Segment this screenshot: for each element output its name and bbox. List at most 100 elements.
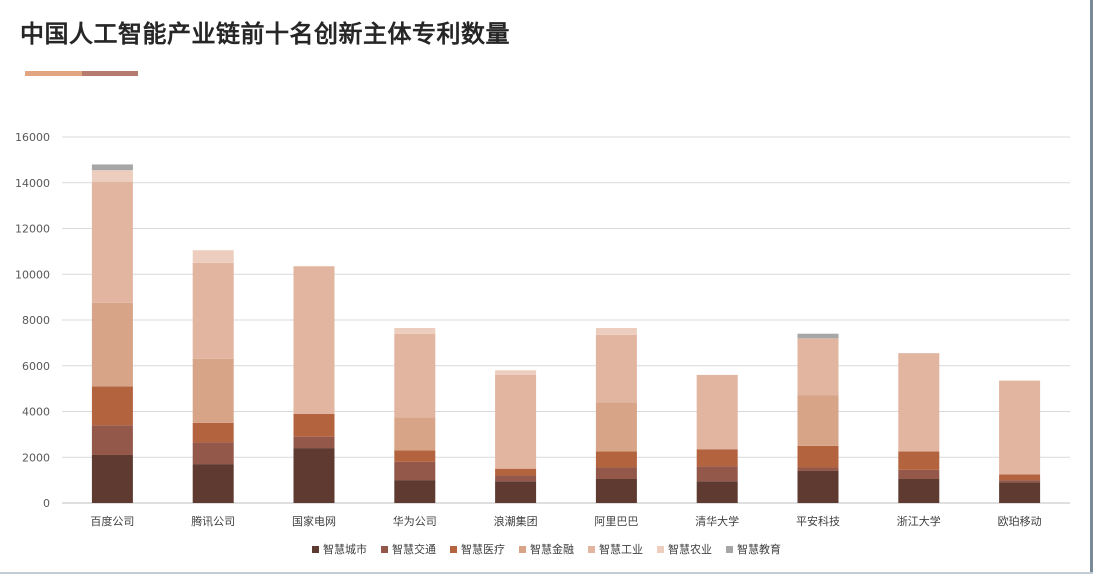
bar-segment bbox=[91, 170, 133, 182]
bar-segment bbox=[595, 328, 637, 335]
bar-segment bbox=[595, 402, 637, 452]
x-category-label: 国家电网 bbox=[292, 514, 336, 528]
bar-segment bbox=[495, 370, 537, 375]
x-category-label: 浙江大学 bbox=[897, 514, 941, 528]
bar-segment bbox=[595, 478, 637, 503]
bar-segment bbox=[797, 470, 839, 503]
bar-segment bbox=[797, 445, 839, 468]
bar-segment bbox=[495, 481, 537, 503]
bar-stack bbox=[293, 266, 335, 503]
legend-label: 智慧农业 bbox=[668, 543, 712, 556]
bar-segment bbox=[91, 454, 133, 503]
bar-segment bbox=[999, 474, 1041, 481]
bar-segment bbox=[293, 413, 335, 437]
legend-swatch bbox=[726, 545, 733, 553]
legend: 智慧城市 智慧交通 智慧医疗 智慧金融 智慧工业 智慧农业 智慧教育 bbox=[0, 541, 1093, 557]
bar-segment bbox=[595, 334, 637, 403]
y-tick-label: 16000 bbox=[15, 131, 50, 144]
y-tick-label: 2000 bbox=[22, 451, 50, 464]
bar-segment bbox=[898, 451, 940, 470]
bar-segment bbox=[898, 353, 940, 452]
legend-swatch bbox=[381, 545, 388, 553]
bar-segment bbox=[293, 436, 335, 449]
bar-segment bbox=[595, 451, 637, 468]
bar-segment bbox=[696, 449, 738, 467]
legend-label: 智慧教育 bbox=[737, 543, 781, 556]
bar-segment bbox=[495, 374, 537, 469]
bar-segment bbox=[192, 464, 234, 503]
bars bbox=[91, 164, 1041, 503]
legend-label: 智慧金融 bbox=[530, 543, 574, 556]
bar-segment bbox=[91, 181, 133, 303]
legend-swatch bbox=[519, 545, 526, 553]
bar-stack bbox=[495, 370, 537, 503]
bar-stack bbox=[898, 353, 940, 503]
bar-stack bbox=[394, 328, 436, 503]
slide-border-right bbox=[1090, 0, 1093, 574]
x-category-label: 华为公司 bbox=[393, 514, 437, 528]
x-category-label: 百度公司 bbox=[90, 514, 134, 528]
bar-segment bbox=[898, 478, 940, 503]
y-tick-label: 10000 bbox=[15, 268, 50, 281]
bar-stack bbox=[595, 328, 637, 503]
bar-segment bbox=[797, 333, 839, 339]
bar-stack bbox=[999, 380, 1041, 503]
bar-stack bbox=[192, 250, 234, 503]
bar-segment bbox=[797, 338, 839, 396]
y-tick-label: 4000 bbox=[22, 406, 50, 419]
bar-segment bbox=[999, 380, 1041, 475]
x-category-label: 清华大学 bbox=[695, 514, 739, 528]
bar-segment bbox=[192, 422, 234, 443]
legend-swatch bbox=[657, 545, 664, 553]
bar-segment bbox=[91, 386, 133, 426]
bar-stack bbox=[797, 333, 839, 503]
y-axis-ticks: 0 2000 4000 6000 8000 10000 12000 14000 16000 bbox=[15, 131, 50, 510]
x-category-label: 腾讯公司 bbox=[191, 514, 235, 528]
bar-segment bbox=[696, 481, 738, 503]
y-tick-label: 14000 bbox=[15, 177, 50, 190]
bar-segment bbox=[394, 417, 436, 451]
legend-swatch bbox=[450, 545, 457, 553]
bar-segment bbox=[91, 425, 133, 455]
x-category-label: 欧珀移动 bbox=[998, 514, 1042, 528]
bar-segment bbox=[394, 333, 436, 418]
bar-segment bbox=[293, 448, 335, 503]
title-accent-line-right bbox=[82, 71, 138, 76]
legend-label: 智慧交通 bbox=[392, 543, 436, 556]
y-tick-label: 12000 bbox=[15, 223, 50, 236]
bar-segment bbox=[495, 475, 537, 482]
bar-segment bbox=[999, 482, 1041, 503]
title-accent-line-left bbox=[25, 71, 82, 76]
bar-segment bbox=[495, 468, 537, 476]
bar-segment bbox=[595, 467, 637, 479]
x-category-label: 平安科技 bbox=[796, 514, 840, 528]
y-tick-label: 6000 bbox=[22, 360, 50, 373]
legend-swatch bbox=[588, 545, 595, 553]
slide-border-bottom bbox=[0, 572, 1093, 574]
bar-segment bbox=[394, 328, 436, 334]
bar-segment bbox=[394, 450, 436, 462]
chart-title: 中国人工智能产业链前十名创新主体专利数量 bbox=[20, 20, 510, 48]
bar-segment bbox=[898, 469, 940, 479]
legend-item: 智慧工业 bbox=[588, 541, 643, 557]
bar-segment bbox=[696, 374, 738, 450]
bar-segment bbox=[999, 480, 1041, 483]
legend-item: 智慧教育 bbox=[726, 541, 781, 557]
bar-segment bbox=[192, 358, 234, 423]
bar-segment bbox=[293, 266, 335, 414]
legend-item: 智慧医疗 bbox=[450, 541, 505, 557]
legend-label: 智慧工业 bbox=[599, 543, 643, 556]
bar-segment bbox=[797, 395, 839, 446]
bar-segment bbox=[696, 466, 738, 482]
legend-label: 智慧城市 bbox=[323, 543, 367, 556]
x-category-label: 阿里巴巴 bbox=[594, 515, 638, 528]
legend-item: 智慧农业 bbox=[657, 541, 712, 557]
bar-segment bbox=[91, 164, 133, 171]
legend-label: 智慧医疗 bbox=[461, 543, 505, 556]
x-category-label: 浪潮集团 bbox=[494, 514, 538, 528]
y-tick-label: 0 bbox=[43, 497, 50, 510]
bar-stack bbox=[91, 164, 133, 503]
bar-segment bbox=[192, 442, 234, 465]
